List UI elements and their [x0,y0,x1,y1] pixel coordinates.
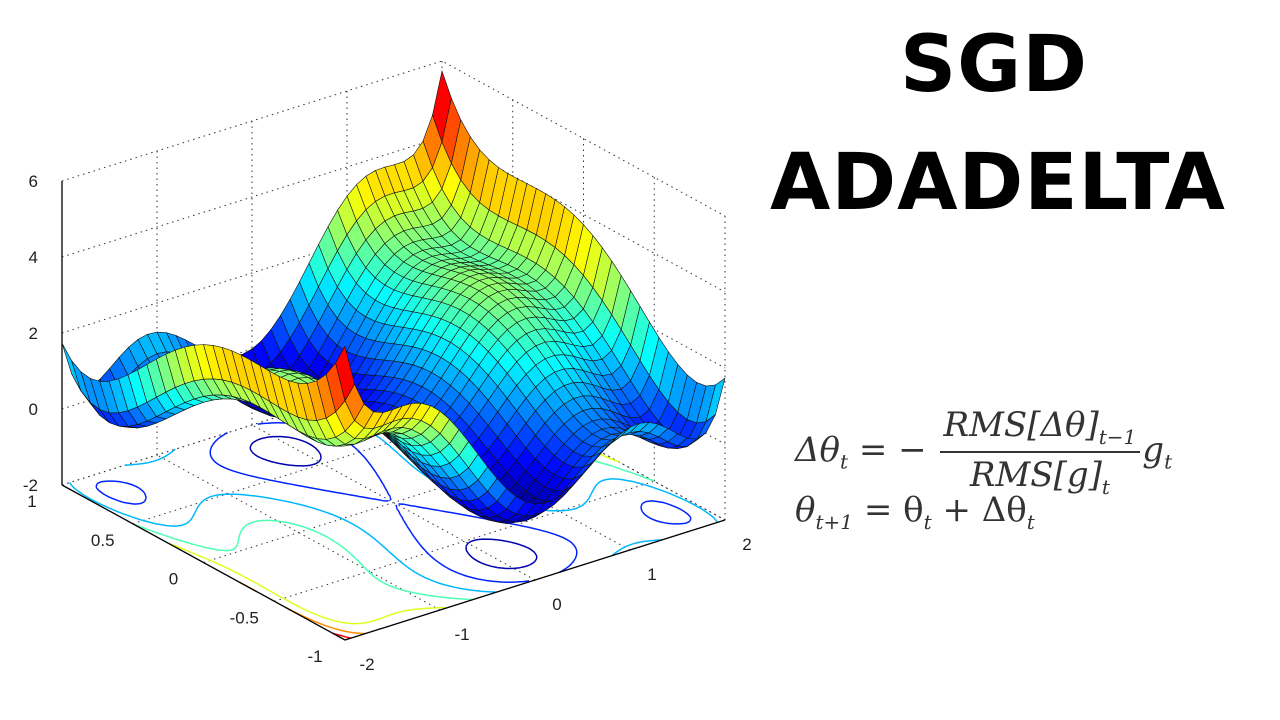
axes [61,181,726,641]
surface-patch [335,345,355,402]
y-tick-label: -1 [307,647,322,666]
y-tick-label: 0.5 [91,531,115,550]
parameter-step-equation: θt+1 = θt + Δθt [795,490,1035,534]
surface-patch [61,342,82,392]
contour-line [95,422,692,583]
eq1-lhs: Δθ [795,429,841,470]
eq2-rhs-sub: t [923,509,932,534]
grid-line [61,364,726,521]
z-tick-label: 2 [29,324,38,343]
denominator-sub: t [1101,474,1110,499]
grid-line [61,136,726,293]
title-adadelta: ADADELTA [770,138,1226,228]
z-tick-label: 6 [29,172,38,191]
z-tick-label: -2 [23,476,38,495]
eq2-lhs: θ [795,490,816,530]
eq1-equals: = − [858,429,927,470]
y-tick-label: -0.5 [230,608,259,627]
adadelta-update-equation: Δθt = − RMS[Δθ]t−1 RMS[g]t gt [795,405,1172,499]
y-tick-label: 0 [169,570,178,589]
x-tick-label: -1 [454,625,469,644]
x-tick-label: 2 [742,535,751,554]
contour-line [249,435,538,570]
x-tick-label: 1 [647,565,656,584]
eq2-plus-sub: t [1026,509,1035,534]
title-sgd: SGD [900,20,1088,110]
eq1-factor: g [1142,429,1165,470]
eq2-plus: + Δθ [942,490,1027,530]
y-axis-line [61,484,346,641]
eq2-lhs-sub: t+1 [815,509,854,534]
z-tick-label: 4 [29,248,38,267]
eq1-factor-sub: t [1164,449,1173,474]
surface-mesh [61,70,726,524]
grid-line [61,212,726,369]
x-tick-label: -2 [359,655,374,674]
numerator-text: RMS[Δθ] [943,405,1099,445]
numerator-sub: t−1 [1098,424,1137,449]
z-tick-label: 0 [29,400,38,419]
grid-line [132,403,513,525]
y-tick-label: 1 [27,492,36,511]
grid-line [274,480,655,602]
denominator-text: RMS[g] [969,454,1102,495]
eq1-fraction: RMS[Δθ]t−1 RMS[g]t [939,405,1141,499]
x-tick-label: 0 [552,595,561,614]
eq2-equals: = θ [863,490,924,530]
eq1-lhs-sub: t [840,449,849,474]
eq1-denominator: RMS[g]t [940,453,1141,499]
x-axis-line [344,519,726,641]
grid-line [203,442,584,563]
eq1-numerator: RMS[Δθ]t−1 [939,405,1141,453]
grid-line [61,60,726,217]
